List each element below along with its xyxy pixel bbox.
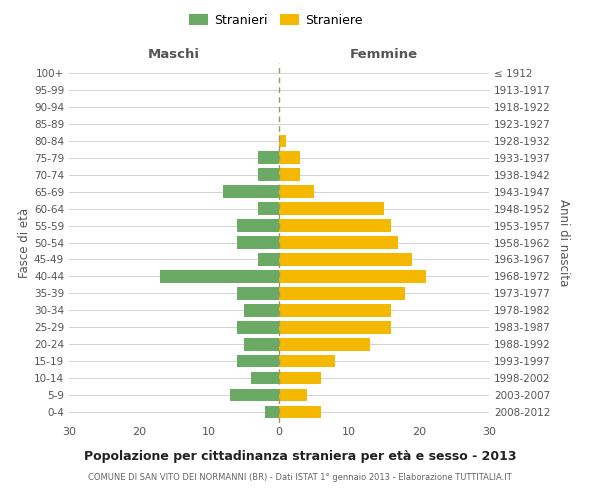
Bar bbox=[279, 168, 300, 180]
Bar bbox=[223, 186, 279, 198]
Bar bbox=[237, 236, 279, 248]
Bar bbox=[279, 338, 370, 350]
Bar bbox=[279, 220, 391, 232]
Bar bbox=[237, 322, 279, 334]
Bar bbox=[279, 389, 307, 402]
Bar bbox=[265, 406, 279, 418]
Bar bbox=[160, 270, 279, 282]
Bar bbox=[279, 134, 286, 146]
Bar bbox=[279, 270, 426, 282]
Bar bbox=[258, 152, 279, 164]
Bar bbox=[279, 186, 314, 198]
Y-axis label: Fasce di età: Fasce di età bbox=[18, 208, 31, 278]
Text: Maschi: Maschi bbox=[148, 48, 200, 61]
Bar bbox=[237, 288, 279, 300]
Bar bbox=[279, 202, 384, 214]
Bar bbox=[279, 236, 398, 248]
Text: COMUNE DI SAN VITO DEI NORMANNI (BR) - Dati ISTAT 1° gennaio 2013 - Elaborazione: COMUNE DI SAN VITO DEI NORMANNI (BR) - D… bbox=[88, 472, 512, 482]
Bar bbox=[237, 220, 279, 232]
Bar bbox=[279, 372, 321, 384]
Bar bbox=[244, 304, 279, 316]
Bar bbox=[279, 356, 335, 368]
Bar bbox=[279, 254, 412, 266]
Bar bbox=[279, 406, 321, 418]
Text: Femmine: Femmine bbox=[350, 48, 418, 61]
Bar bbox=[258, 168, 279, 180]
Bar bbox=[258, 254, 279, 266]
Text: Popolazione per cittadinanza straniera per età e sesso - 2013: Popolazione per cittadinanza straniera p… bbox=[84, 450, 516, 463]
Bar bbox=[279, 288, 405, 300]
Bar bbox=[251, 372, 279, 384]
Bar bbox=[279, 322, 391, 334]
Legend: Stranieri, Straniere: Stranieri, Straniere bbox=[184, 8, 368, 32]
Bar bbox=[230, 389, 279, 402]
Bar bbox=[237, 356, 279, 368]
Bar bbox=[279, 304, 391, 316]
Bar bbox=[279, 152, 300, 164]
Y-axis label: Anni di nascita: Anni di nascita bbox=[557, 199, 570, 286]
Bar bbox=[258, 202, 279, 214]
Bar bbox=[244, 338, 279, 350]
